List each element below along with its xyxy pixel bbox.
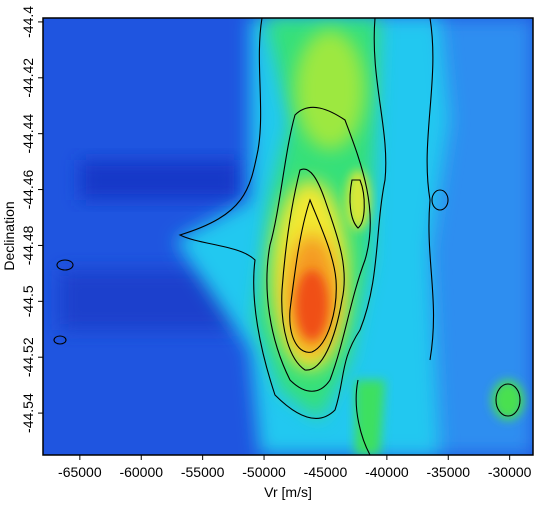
x-tick-label: -30000 (488, 464, 532, 480)
x-tick-label: -65000 (58, 464, 102, 480)
x-tick-label: -55000 (181, 464, 225, 480)
x-tick-label: -45000 (304, 464, 348, 480)
y-tick-label: -44.46 (20, 170, 36, 210)
x-tick-label: -40000 (365, 464, 409, 480)
y-tick-label: -44.52 (20, 337, 36, 377)
plot-frame (42, 17, 534, 456)
x-tick-label: -60000 (119, 464, 163, 480)
heatmap-image (43, 18, 533, 455)
y-tick-label: -44.48 (20, 225, 36, 265)
y-tick-label: -44.5 (20, 285, 36, 317)
y-tick-label: -44.44 (20, 114, 36, 154)
y-tick-label: -44.4 (20, 6, 36, 38)
y-axis-label: Declination (1, 201, 17, 270)
y-tick-label: -44.54 (20, 393, 36, 433)
x-axis-label: Vr [m/s] (264, 484, 312, 500)
y-tick-label: -44.42 (20, 58, 36, 98)
x-tick-label: -35000 (426, 464, 470, 480)
x-tick-label: -50000 (242, 464, 286, 480)
